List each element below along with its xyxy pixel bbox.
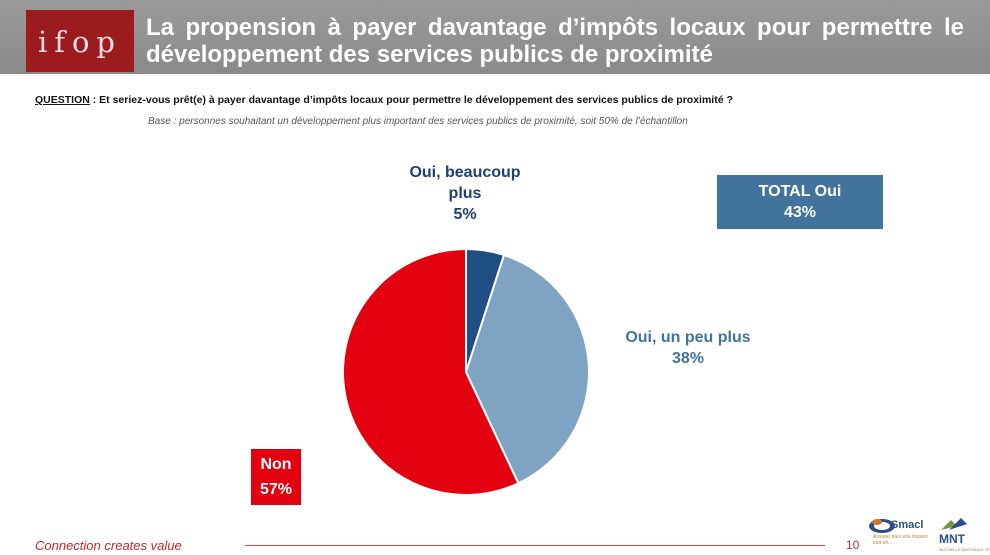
smacl-logo-tagline: Assurer tous vos risques tout en... — [873, 534, 928, 546]
page-number: 10 — [846, 538, 860, 552]
total-oui-value: 43% — [783, 204, 817, 221]
smacl-logo-mark — [869, 519, 895, 533]
pie-slice-oui-un-peu-plus — [464, 253, 590, 485]
smacl-logo-text: Smacl — [891, 519, 924, 531]
mnt-logo-text: MNT — [939, 532, 965, 546]
smacl-logo: Smacl Assurer tous vos risques tout en..… — [867, 512, 937, 555]
slice-label-oui-beaucoup-line1: Oui, beaucoup — [409, 164, 521, 181]
ifop-logo-text: ifop — [37, 25, 123, 59]
slice-label-non-line1: Non — [260, 456, 292, 473]
mnt-logo: MNT MUTUELLE NATIONALE TERRITORIALE — [937, 512, 990, 555]
slice-value-oui-peu: 38% — [671, 350, 705, 367]
ifop-logo: ifop — [26, 10, 134, 72]
total-oui-label: TOTAL Oui — [758, 183, 842, 200]
title-bar: ifop La propension à payer davantage d’i… — [0, 0, 990, 74]
footer-tagline: Connection creates value — [35, 538, 182, 553]
footer-divider — [245, 545, 825, 546]
slice-label-oui-peu-line1: Oui, un peu plus — [625, 329, 751, 346]
total-oui-box: TOTAL Oui 43% — [717, 175, 883, 229]
question-body: : Et seriez-vous prêt(e) à payer davanta… — [89, 94, 733, 106]
question-text: QUESTION : Et seriez-vous prêt(e) à paye… — [35, 94, 975, 106]
slice-value-non: 57% — [259, 481, 293, 498]
slice-label-non: Non 57% — [251, 449, 301, 505]
slice-label-oui-beaucoup: Oui, beaucoup plus 5% — [385, 162, 545, 225]
question-label: QUESTION — [35, 94, 90, 106]
slice-label-oui-peu: Oui, un peu plus 38% — [598, 327, 778, 369]
mnt-logo-tagline: MUTUELLE NATIONALE TERRITORIALE — [939, 547, 990, 552]
pie-slice-non — [342, 247, 520, 496]
pie-slices — [342, 247, 590, 496]
page-title: La propension à payer davantage d’impôts… — [146, 14, 964, 68]
slice-value-oui-beaucoup: 5% — [453, 206, 477, 223]
slice-label-oui-beaucoup-line2: plus — [448, 185, 482, 202]
base-note: Base : personnes souhaitant un développe… — [148, 116, 688, 127]
mnt-logo-mark — [941, 518, 967, 530]
